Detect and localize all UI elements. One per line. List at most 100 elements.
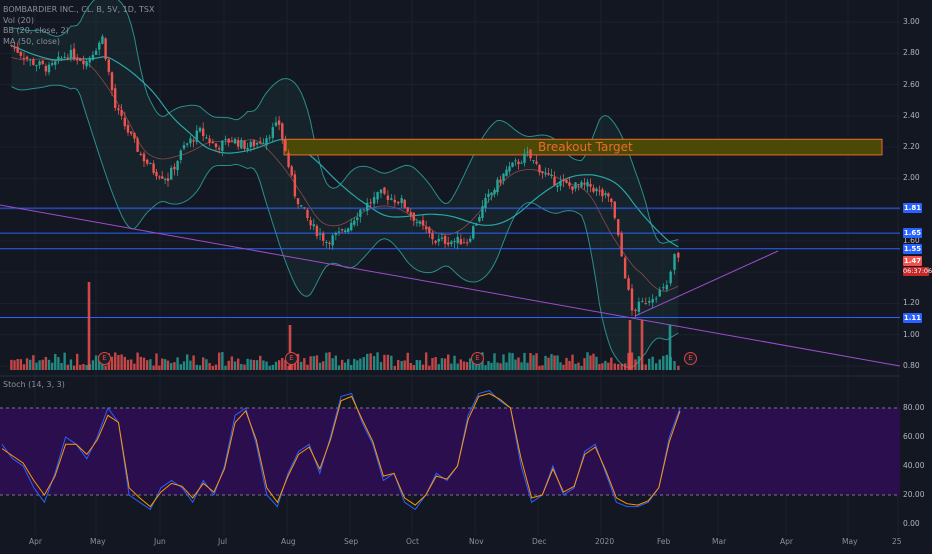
volume-bar [568, 360, 571, 370]
candle-body [312, 224, 315, 227]
volume-bar [424, 352, 428, 370]
volume-bar [511, 353, 514, 370]
candle-body [98, 42, 101, 50]
candle-body [13, 47, 16, 49]
candle-body [152, 163, 155, 173]
candle-body [577, 184, 580, 186]
volume-bar [281, 357, 284, 370]
time-tick-label: Jun [154, 537, 166, 546]
volume-bar [571, 354, 574, 370]
candle-body [535, 161, 538, 164]
ascending-trendline [634, 250, 779, 317]
earnings-marker[interactable]: E [471, 352, 484, 365]
volume-bar [44, 356, 48, 370]
volume-bar [393, 365, 396, 370]
candle-body [243, 140, 246, 149]
volume-bar [306, 364, 309, 370]
candle-body [287, 152, 290, 167]
candle-body [637, 301, 641, 312]
candle-body [623, 257, 627, 279]
candle-body [290, 166, 293, 176]
candle-body [72, 48, 76, 60]
candle-body [421, 220, 425, 226]
volume-bar [586, 352, 589, 370]
price-tick-label: 1.20 [903, 298, 920, 308]
volume-bar [94, 355, 98, 370]
price-tick-label: 1.60 [903, 235, 920, 245]
volume-bar [170, 363, 173, 370]
volume-bar [406, 352, 409, 370]
candle-body [315, 225, 319, 237]
candle-body [601, 189, 604, 197]
candle-body [91, 54, 95, 61]
volume-bar [623, 363, 627, 370]
volume-bar [176, 357, 179, 370]
volume-bar [299, 361, 303, 370]
volume-bar [205, 359, 208, 370]
volume-bar [541, 365, 544, 370]
earnings-marker[interactable]: E [285, 352, 298, 365]
candle-body [409, 212, 412, 215]
candle-body [595, 188, 598, 192]
volume-bar [41, 359, 44, 370]
volume-bar [22, 364, 26, 370]
volume-bar [136, 352, 139, 370]
volume-bar [592, 353, 595, 370]
level-tag: 1.81 [903, 203, 922, 214]
volume-bar [434, 357, 437, 370]
candle-body [418, 221, 422, 224]
volume-bar [54, 353, 57, 370]
candle-body [478, 216, 481, 222]
candle-body [431, 232, 434, 240]
candle-body [236, 140, 240, 147]
stoch-line-d [1, 392, 681, 508]
level-tag: 1.55 [903, 243, 922, 254]
volume-bar [440, 358, 444, 370]
volume-bar [50, 362, 54, 370]
volume-bar [383, 354, 386, 370]
volume-bar [243, 364, 246, 370]
volume-bar [359, 358, 362, 370]
volume-bar [658, 359, 661, 370]
volume-bar [409, 362, 412, 370]
candle-body [10, 45, 13, 47]
volume-bar [598, 364, 601, 370]
candle-body [255, 142, 259, 145]
candle-body [400, 198, 403, 204]
candle-body [268, 137, 271, 139]
candle-body [550, 174, 553, 176]
price-tick-label: 2.60 [903, 79, 920, 89]
candle-body [574, 182, 577, 189]
candle-body [299, 205, 303, 207]
candle-body [648, 301, 651, 303]
candle-body [481, 206, 484, 219]
candle-body [376, 192, 379, 200]
volume-bar [66, 364, 69, 370]
earnings-marker[interactable]: E [684, 352, 697, 365]
volume-bar [334, 355, 338, 370]
price-tick-label: 2.40 [903, 110, 920, 120]
volume-bar [496, 362, 499, 370]
earnings-marker[interactable]: E [98, 352, 111, 365]
volume-bar [379, 362, 383, 370]
volume-bar [443, 358, 447, 370]
candle-body [142, 153, 146, 162]
volume-bar [214, 364, 218, 370]
volume-bar [331, 358, 334, 370]
price-tick-label: 0.80 [903, 361, 920, 370]
candle-body [296, 198, 300, 205]
candle-body [553, 177, 556, 185]
time-tick-label: Mar [712, 537, 727, 546]
volume-bar [403, 360, 406, 370]
candle-body [136, 138, 139, 152]
candle-body [66, 57, 69, 59]
volume-bar [544, 355, 547, 370]
volume-bar [133, 363, 136, 370]
candle-body [487, 193, 490, 198]
volume-bar [217, 352, 221, 370]
volume-bar [662, 355, 665, 370]
candle-body [406, 207, 409, 212]
candle-body [517, 161, 520, 165]
volume-bar [465, 362, 469, 370]
volume-bar [309, 356, 312, 370]
